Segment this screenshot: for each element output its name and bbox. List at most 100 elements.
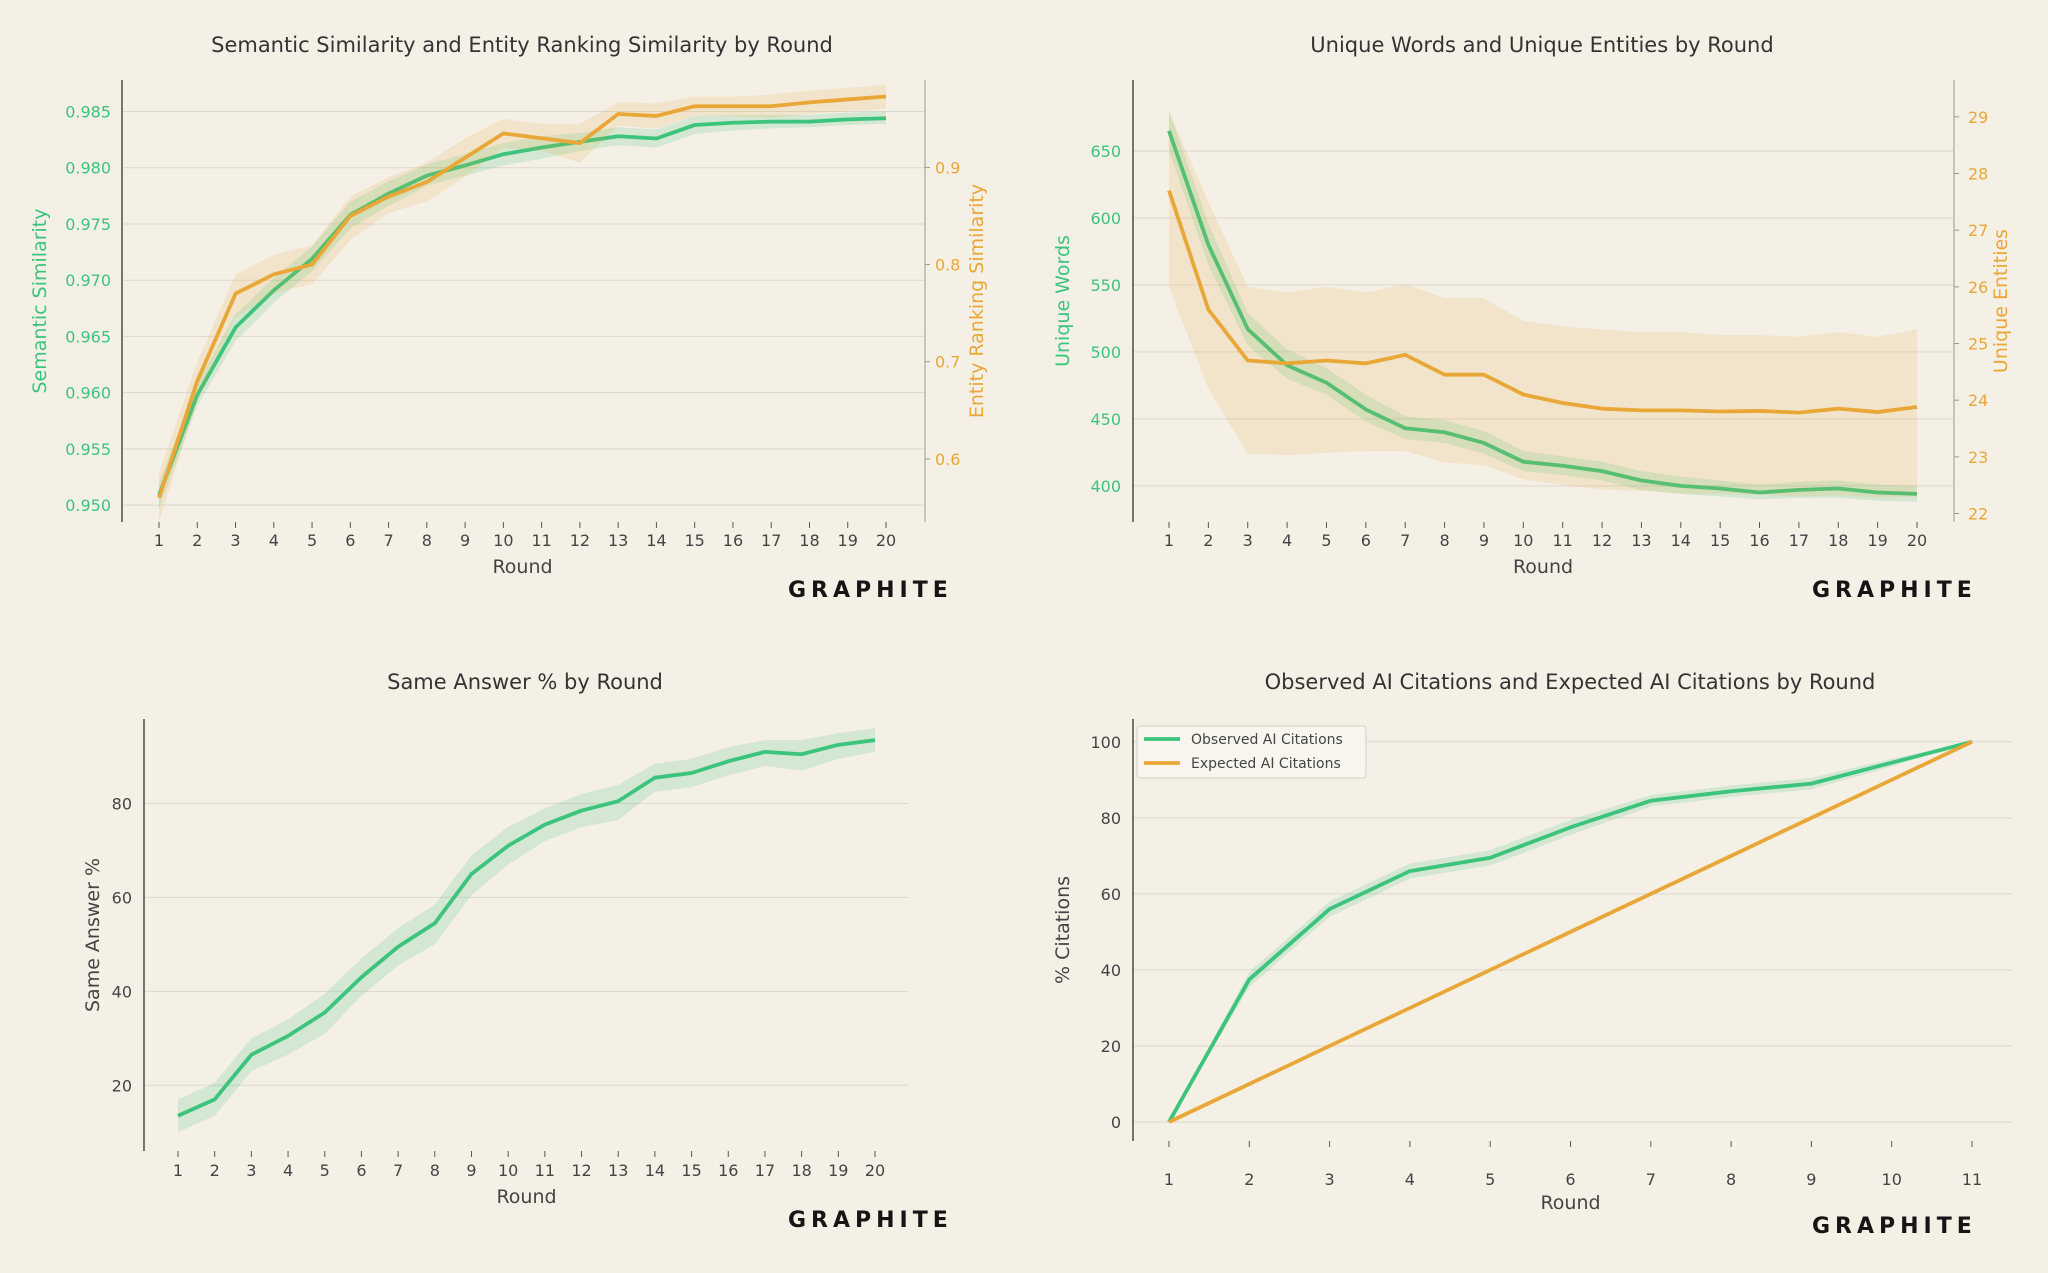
y-tick-label: 650 [1090,142,1121,161]
x-tick-label: 17 [761,531,781,550]
series-line [177,738,876,1118]
y-axis-label: % Citations [1052,876,1074,984]
confidence-band [1169,111,1917,498]
x-tick-label: 8 [1726,1170,1736,1189]
x-tick-label: 12 [571,1161,591,1180]
x-tick-label: 18 [799,531,819,550]
graphite-logo: GRAPHITE [788,1208,953,1233]
x-tick-label: 3 [1243,531,1253,550]
y-tick-label-right: 24 [1968,391,1988,410]
x-tick-label: 1 [1164,1170,1174,1189]
x-tick-label: 19 [828,1161,848,1180]
gridlines [122,110,925,506]
chart-title: Semantic Similarity and Entity Ranking S… [211,33,833,57]
x-tick-label: 2 [1244,1170,1254,1189]
x-tick-label: 1 [154,531,164,550]
series-line [157,116,887,496]
y-tick-label: 0.950 [65,496,111,515]
x-tick-label: 13 [608,1161,628,1180]
x-tick-label: 9 [460,531,470,550]
y-tick-label: 550 [1090,276,1121,295]
x-tick-label: 4 [269,531,279,550]
y-tick-label: 60 [1101,885,1121,904]
x-tick-label: 5 [1485,1170,1495,1189]
y-tick-label: 0 [1111,1113,1121,1132]
x-tick-label: 12 [570,531,590,550]
x-tick-label: 7 [393,1161,403,1180]
x-tick-label: 13 [608,531,628,550]
y-tick-label: 20 [1101,1037,1121,1056]
y-tick-label-right: 29 [1968,108,1988,127]
ai-citations-chart: Observed AI Citations and Expected AI Ci… [1052,670,2012,1214]
x-tick-label: 7 [1646,1170,1656,1189]
x-tick-label: 3 [1325,1170,1335,1189]
x-tick-label: 19 [838,531,858,550]
x-tick-label: 20 [876,531,896,550]
chart-title: Unique Words and Unique Entities by Roun… [1310,33,1773,57]
x-tick-label: 12 [1592,531,1612,550]
x-tick-label: 5 [320,1161,330,1180]
y-tick-label: 600 [1090,209,1121,228]
semantic-similarity-chart: Semantic Similarity and Entity Ranking S… [29,33,988,578]
gridlines [144,803,908,1086]
y-tick-label-right: 28 [1968,165,1988,184]
x-tick-label: 1 [1164,531,1174,550]
unique-words-chart: Unique Words and Unique Entities by Roun… [1052,33,2012,578]
x-tick-label: 1 [173,1161,183,1180]
series-line [1167,189,1918,415]
y-tick-label: 500 [1090,343,1121,362]
chart-panel-semantic-similarity: Semantic Similarity and Entity Ranking S… [0,0,1024,636]
x-axis-label: Round [1540,1192,1600,1214]
chart-panel-ai-citations: Observed AI Citations and Expected AI Ci… [1024,636,2048,1273]
y-tick-label-right: 0.8 [935,256,960,275]
chart-panel-unique-words: Unique Words and Unique Entities by Roun… [1024,0,2048,636]
x-tick-label: 6 [356,1161,366,1180]
x-tick-label: 17 [755,1161,775,1180]
y-axis-label: Same Answer % [82,858,104,1012]
x-tick-label: 6 [345,531,355,550]
x-axis-label: Round [1513,556,1573,578]
y-tick-label: 100 [1090,733,1121,752]
y-tick-label: 0.965 [65,327,111,346]
x-tick-label: 2 [210,1161,220,1180]
x-tick-label: 15 [681,1161,701,1180]
gridlines [1133,150,1954,487]
legend-label: Expected AI Citations [1191,756,1341,772]
x-tick-label: 7 [1400,531,1410,550]
graphite-logo: GRAPHITE [788,578,953,603]
legend: Observed AI Citations Expected AI Citatio… [1136,725,1367,779]
x-axis-label: Round [496,1186,556,1208]
y-tick-label-right: 26 [1968,278,1988,297]
x-tick-label: 11 [531,531,551,550]
y-tick-label: 400 [1090,477,1121,496]
x-tick-label: 5 [1321,531,1331,550]
x-tick-label: 16 [1749,531,1769,550]
x-tick-label: 15 [685,531,705,550]
y-tick-label: 40 [1101,961,1121,980]
x-tick-label: 3 [246,1161,256,1180]
series-line [157,94,887,499]
x-tick-label: 13 [1631,531,1651,550]
y-axis-label: Unique Words [1052,235,1074,367]
y-tick-label-right: 0.9 [935,158,960,177]
x-tick-label: 11 [1962,1170,1982,1189]
y-tick-label: 450 [1090,410,1121,429]
x-tick-label: 6 [1361,531,1371,550]
x-tick-label: 2 [1203,531,1213,550]
x-tick-label: 3 [230,531,240,550]
x-tick-label: 11 [1553,531,1573,550]
x-tick-label: 17 [1789,531,1809,550]
x-tick-label: 9 [466,1161,476,1180]
x-tick-label: 16 [723,531,743,550]
y-tick-label-right: 25 [1968,335,1988,354]
y-tick-label-right: 27 [1968,221,1988,240]
x-tick-label: 18 [791,1161,811,1180]
legend-label: Observed AI Citations [1191,732,1343,748]
y-tick-label-right: 0.7 [935,353,960,372]
legend-box [1136,725,1367,779]
y-tick-label-right: 0.6 [935,450,960,469]
x-tick-label: 11 [535,1161,555,1180]
y-axis-label-right: Entity Ranking Similarity [966,184,988,418]
x-tick-label: 8 [422,531,432,550]
